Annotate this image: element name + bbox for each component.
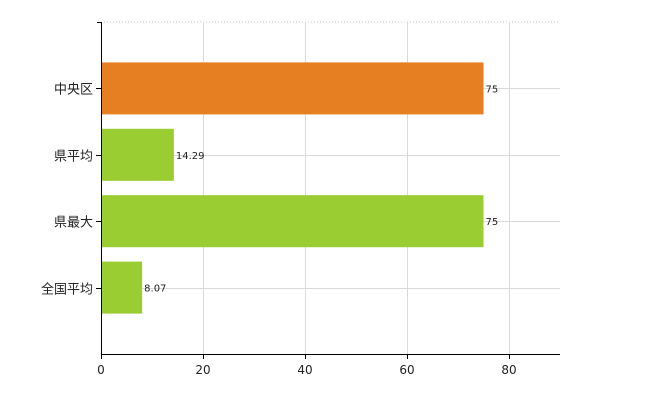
category-label: 県最大 [54, 216, 93, 231]
data-label: 75 [486, 84, 499, 95]
x-tick-label: 40 [297, 363, 312, 377]
bar-0 [102, 62, 484, 115]
data-label: 75 [486, 217, 499, 228]
category-label: 中央区 [54, 83, 93, 98]
category-label: 全国平均 [41, 282, 93, 298]
x-tick-label: 20 [195, 363, 210, 377]
bar-2 [102, 195, 484, 248]
x-tick-label: 80 [501, 363, 516, 377]
data-label: 14.29 [176, 151, 205, 162]
data-label: 8.07 [144, 284, 166, 295]
bars [102, 62, 484, 314]
x-tick-label: 0 [97, 363, 105, 377]
bar-3 [102, 261, 143, 314]
x-tick-label: 60 [399, 363, 414, 377]
bar-1 [102, 128, 174, 181]
category-label: 県平均 [54, 150, 93, 165]
axes [96, 22, 560, 359]
